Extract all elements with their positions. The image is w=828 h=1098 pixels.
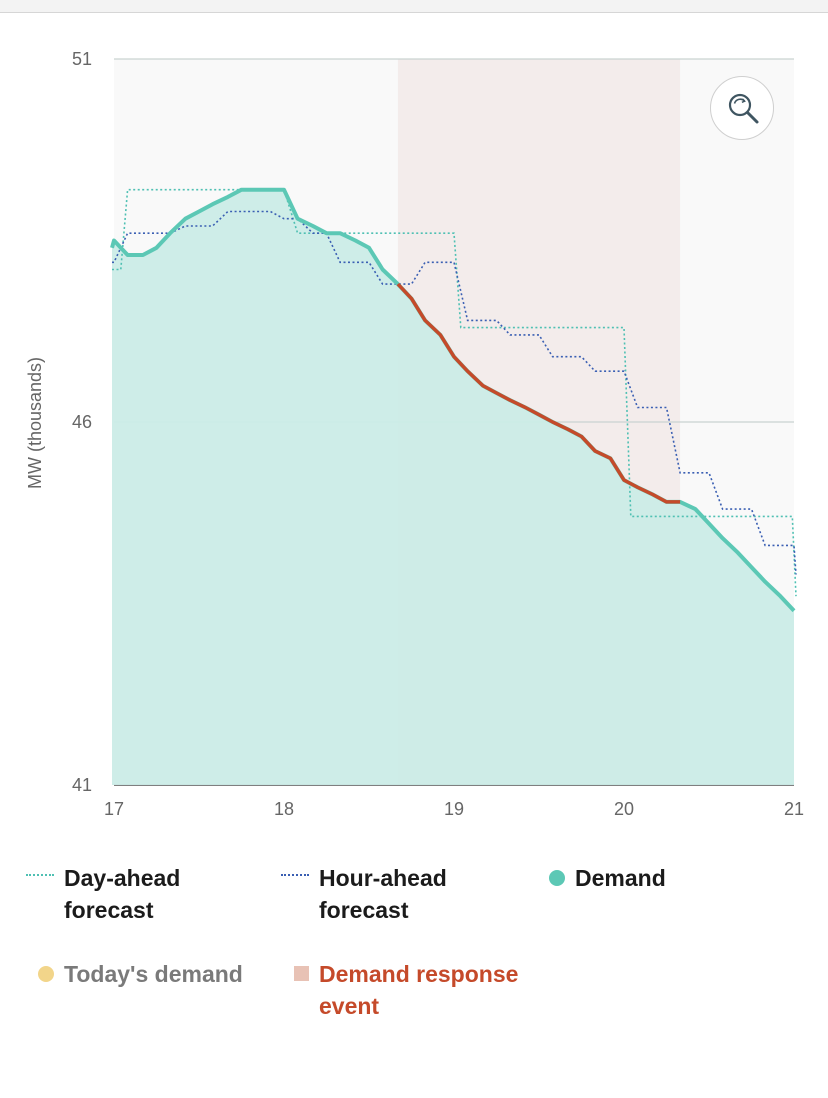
y-axis-label: MW (thousands)	[25, 357, 45, 489]
day-ahead-forecast-line	[112, 188, 797, 597]
legend-item-hour-ahead[interactable]: Hour-ahead forecast	[281, 862, 499, 926]
legend-item-demand-response[interactable]: Demand response event	[294, 958, 539, 1022]
legend-item-todays-demand[interactable]: Today's demand	[38, 958, 244, 990]
day-ahead-swatch	[26, 874, 54, 876]
todays-demand-swatch	[38, 966, 54, 982]
top-bar	[0, 0, 828, 12]
x-tick-label: 19	[444, 799, 464, 819]
demand-area	[112, 189, 794, 785]
x-tick-label: 21	[784, 799, 804, 819]
hour-ahead-forecast-line	[112, 210, 797, 575]
legend-label-todays-demand: Today's demand	[64, 961, 243, 987]
demand-response-line	[396, 282, 681, 504]
zoom-search-icon	[728, 93, 759, 124]
zoom-button[interactable]	[710, 76, 774, 140]
legend-item-day-ahead[interactable]: Day-ahead forecast	[26, 862, 244, 926]
legend-label-demand: Demand	[575, 865, 666, 891]
legend-label-hour-ahead: Hour-ahead forecast	[319, 865, 447, 923]
y-tick-label: 51	[72, 49, 92, 69]
demand-response-swatch	[294, 966, 309, 981]
x-tick-label: 20	[614, 799, 634, 819]
y-tick-label: 41	[72, 775, 92, 795]
x-tick-label: 18	[274, 799, 294, 819]
chart-canvas: 51 46 41 17 18 19 20 21 MW (thousands)	[25, 49, 804, 819]
top-divider	[0, 12, 828, 13]
legend-item-demand[interactable]: Demand	[549, 862, 755, 894]
legend-label-demand-response: Demand response event	[319, 961, 519, 1019]
x-tick-label: 17	[104, 799, 124, 819]
demand-swatch	[549, 870, 565, 886]
legend-label-day-ahead: Day-ahead forecast	[64, 865, 181, 923]
hour-ahead-swatch	[281, 874, 309, 876]
y-tick-label: 46	[72, 412, 92, 432]
